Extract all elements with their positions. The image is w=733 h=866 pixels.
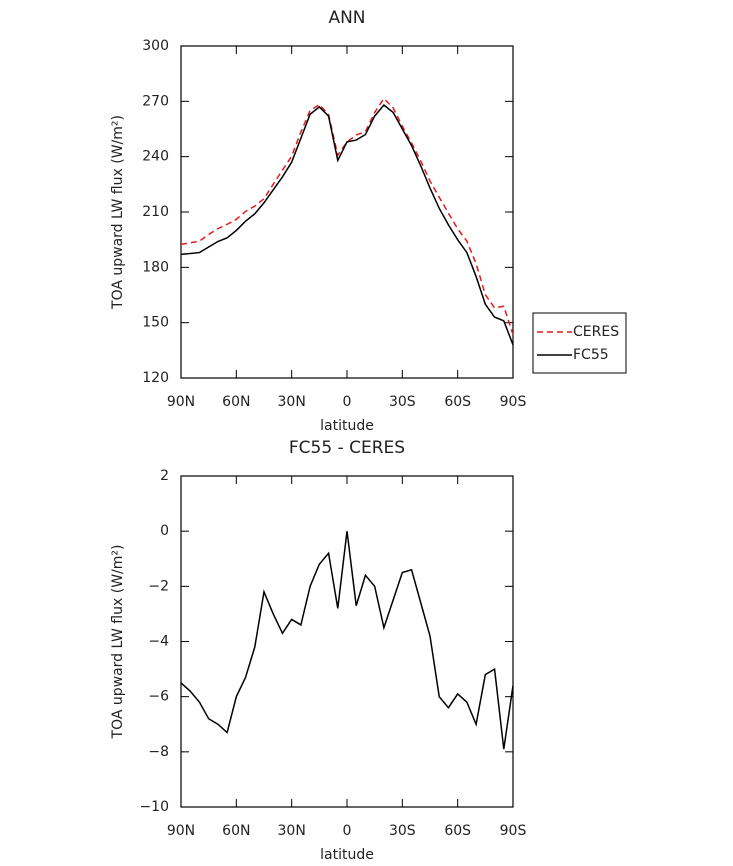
x-tick-label: 90N	[167, 823, 195, 839]
y-tick-label: −8	[148, 744, 169, 760]
chart-title: ANN	[328, 8, 365, 28]
y-tick-label: 270	[142, 93, 169, 109]
x-tick-label: 60S	[444, 394, 471, 410]
x-tick-label: 30N	[278, 394, 306, 410]
y-tick-label: 210	[142, 204, 169, 220]
data-line	[180, 531, 514, 750]
x-tick-label: 0	[343, 823, 352, 839]
y-tick-label: −2	[148, 578, 169, 594]
y-tick-label: 120	[142, 370, 169, 386]
y-tick-label: 180	[142, 259, 169, 275]
x-tick-label: 0	[343, 394, 352, 410]
plot-frame	[180, 475, 514, 808]
x-tick-label: 60N	[222, 394, 250, 410]
x-tick-label: 90S	[500, 823, 527, 839]
legend-label: FC55	[573, 347, 609, 363]
x-axis-label: latitude	[320, 847, 374, 863]
x-tick-label: 30N	[278, 823, 306, 839]
y-tick-label: 240	[142, 149, 169, 165]
data-line	[180, 97, 514, 335]
x-tick-label: 90S	[500, 394, 527, 410]
x-tick-label: 30S	[389, 823, 416, 839]
y-tick-label: −4	[148, 634, 169, 650]
legend-box	[532, 312, 627, 374]
y-tick-label: −6	[148, 689, 169, 705]
data-line	[180, 103, 514, 346]
y-tick-label: 0	[160, 523, 169, 539]
plot-frame	[180, 45, 514, 379]
y-tick-label: 150	[142, 315, 169, 331]
y-tick-label: 300	[142, 38, 169, 54]
legend-label: CERES	[573, 324, 619, 340]
x-tick-label: 30S	[389, 394, 416, 410]
chart-title: FC55 - CERES	[289, 438, 405, 458]
y-axis-label: TOA upward LW flux (W/m²)	[110, 115, 126, 310]
x-tick-label: 60S	[444, 823, 471, 839]
x-tick-label: 60N	[222, 823, 250, 839]
x-axis-label: latitude	[320, 418, 374, 434]
y-tick-label: −10	[139, 799, 169, 815]
y-axis-label: TOA upward LW flux (W/m²)	[110, 545, 126, 740]
x-tick-label: 90N	[167, 394, 195, 410]
y-tick-label: 2	[160, 468, 169, 484]
